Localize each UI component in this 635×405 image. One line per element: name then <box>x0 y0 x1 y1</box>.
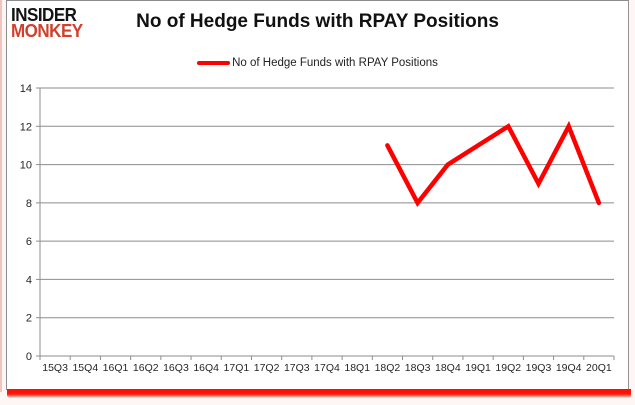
legend: No of Hedge Funds with RPAY Positions <box>0 57 635 69</box>
data-line <box>385 120 602 208</box>
y-axis-label: 2 <box>26 313 32 325</box>
x-axis-label: 15Q3 <box>42 362 68 374</box>
y-axis-label: 0 <box>26 351 32 363</box>
legend-label: No of Hedge Funds with RPAY Positions <box>232 57 438 69</box>
y-axis-label: 12 <box>20 121 32 133</box>
x-axis-label: 17Q3 <box>284 362 310 374</box>
x-axis-label: 17Q2 <box>254 362 280 374</box>
x-axis-label: 18Q4 <box>435 362 461 374</box>
x-axis-label: 16Q4 <box>193 362 219 374</box>
chart-card <box>6 0 629 390</box>
chart-title: No of Hedge Funds with RPAY Positions <box>136 11 499 32</box>
x-axis-label: 19Q4 <box>556 362 582 374</box>
y-axis-label: 4 <box>26 274 32 286</box>
legend-line-swatch <box>197 60 231 66</box>
line-chart: 0 2 4 6 8 10 12 14 15Q3 15Q4 16Q1 16Q2 16Q3 16Q4 17Q1 1… <box>20 83 615 374</box>
x-axis-label: 17Q1 <box>224 362 250 374</box>
y-axis-label: 8 <box>26 198 32 210</box>
card-bottom-accent-bar <box>7 389 631 398</box>
x-axis-label: 20Q1 <box>586 362 612 374</box>
x-axis-label: 19Q1 <box>465 362 491 374</box>
page-left-accent <box>0 0 2 392</box>
x-axis-label: 18Q1 <box>344 362 370 374</box>
x-axis-label: 17Q4 <box>314 362 340 374</box>
x-axis-label: 18Q3 <box>405 362 431 374</box>
x-axis-label: 16Q2 <box>133 362 159 374</box>
x-axis-label: 16Q1 <box>103 362 129 374</box>
x-axis-label: 19Q2 <box>495 362 521 374</box>
y-axis-label: 10 <box>20 160 32 172</box>
logo-line1: INSIDER <box>11 4 77 26</box>
y-axis-label: 6 <box>26 236 32 248</box>
x-axis-label: 15Q4 <box>72 362 98 374</box>
x-axis-label: 19Q3 <box>526 362 552 374</box>
insider-monkey-logo: INSIDER MONKEY <box>11 4 83 42</box>
y-axis-label: 14 <box>20 83 32 95</box>
x-axis-label: 16Q3 <box>163 362 189 374</box>
logo-line2: MONKEY <box>11 21 83 42</box>
x-axis-label: 18Q2 <box>375 362 401 374</box>
